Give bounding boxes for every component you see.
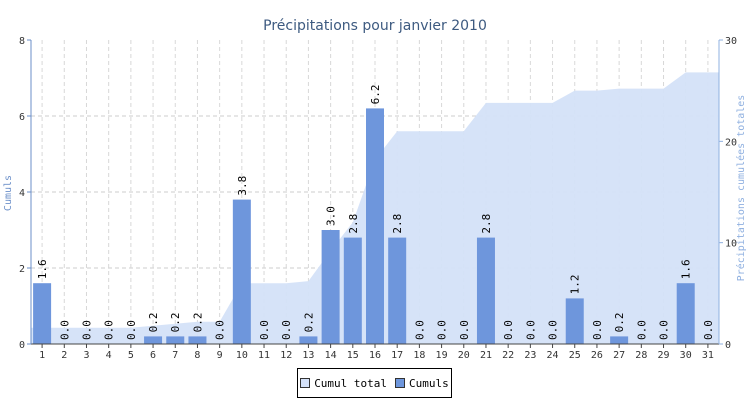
bar-day-21 xyxy=(476,237,495,344)
y-tick-label-2: 2 xyxy=(19,264,25,275)
data-label-day-14: 3.0 xyxy=(325,206,338,226)
y2-tick-label-20: 20 xyxy=(725,137,737,148)
x-tick-label-8: 8 xyxy=(194,350,200,361)
x-tick-label-22: 22 xyxy=(502,350,514,361)
x-tick-label-9: 9 xyxy=(217,350,223,361)
data-label-day-3: 0.0 xyxy=(80,320,93,340)
x-tick-label-23: 23 xyxy=(524,350,536,361)
data-labels-layer: 1.6 0.0 0.0 0.0 0.0 0.2 0.2 0.2 0.0 3.8 0.0 0.0 0.2 3… xyxy=(36,85,715,340)
data-label-day-12: 0.0 xyxy=(280,320,293,340)
bar-day-13 xyxy=(299,336,318,344)
data-label-day-29: 0.0 xyxy=(658,320,671,340)
bar-day-27 xyxy=(610,336,629,344)
x-tick-label-16: 16 xyxy=(369,350,381,361)
y-tick-label-0: 0 xyxy=(19,340,25,351)
data-label-day-17: 2.8 xyxy=(391,214,404,234)
data-label-day-27: 0.2 xyxy=(613,313,626,333)
bar-day-15 xyxy=(343,237,362,344)
data-label-day-1: 1.6 xyxy=(36,259,49,279)
data-label-day-18: 0.0 xyxy=(413,320,426,340)
x-tick-label-3: 3 xyxy=(83,350,89,361)
data-label-day-25: 1.2 xyxy=(569,275,582,295)
data-label-day-23: 0.0 xyxy=(524,320,537,340)
x-tick-label-24: 24 xyxy=(547,350,559,361)
x-tick-label-30: 30 xyxy=(680,350,692,361)
bar-day-7 xyxy=(166,336,185,344)
y2-tick-label-10: 10 xyxy=(725,239,737,250)
x-tick-label-10: 10 xyxy=(236,350,248,361)
y-tick-label-8: 8 xyxy=(19,36,25,47)
x-tick-label-21: 21 xyxy=(480,350,492,361)
data-label-day-10: 3.8 xyxy=(236,176,249,196)
legend-swatch-cumuls xyxy=(395,378,406,388)
x-tick-label-26: 26 xyxy=(591,350,603,361)
data-label-day-20: 0.0 xyxy=(458,320,471,340)
bar-day-25 xyxy=(565,298,584,344)
data-label-day-11: 0.0 xyxy=(258,320,271,340)
x-tick-label-17: 17 xyxy=(391,350,403,361)
data-label-day-6: 0.2 xyxy=(147,313,160,333)
legend-swatch-cumul-total xyxy=(300,378,311,388)
data-label-day-28: 0.0 xyxy=(635,320,648,340)
axes: 1 2 3 4 5 6 7 8 9 10 11 12 13 14 15 16 17 18 19 20 21 22 23 24 2… xyxy=(19,36,737,361)
legend-item-cumuls: Cumuls xyxy=(395,377,449,390)
legend-label-cumul-total: Cumul total xyxy=(314,376,388,390)
x-tick-label-12: 12 xyxy=(280,350,292,361)
x-tick-label-28: 28 xyxy=(635,350,647,361)
bar-day-17 xyxy=(388,237,407,344)
data-label-day-13: 0.2 xyxy=(302,313,315,333)
x-tick-label-13: 13 xyxy=(302,350,314,361)
bar-day-16 xyxy=(366,108,384,345)
data-label-day-9: 0.0 xyxy=(214,320,227,340)
x-tick-label-15: 15 xyxy=(347,350,359,361)
y-tick-label-4: 4 xyxy=(19,188,25,199)
bar-day-30 xyxy=(676,283,695,344)
data-label-day-21: 2.8 xyxy=(480,214,493,234)
x-tick-label-11: 11 xyxy=(258,350,270,361)
x-tick-label-7: 7 xyxy=(172,350,178,361)
data-label-day-2: 0.0 xyxy=(58,320,71,340)
bar-day-14 xyxy=(321,230,340,344)
x-tick-label-25: 25 xyxy=(569,350,581,361)
y2-tick-label-30: 30 xyxy=(725,36,737,47)
x-tick-label-20: 20 xyxy=(458,350,470,361)
x-tick-label-29: 29 xyxy=(657,350,669,361)
x-tick-label-27: 27 xyxy=(613,350,625,361)
bar-day-8 xyxy=(188,336,207,344)
bar-day-1 xyxy=(33,283,52,344)
legend: Cumul total Cumuls xyxy=(297,368,452,398)
y-tick-label-6: 6 xyxy=(19,112,25,123)
data-label-day-31: 0.0 xyxy=(702,320,715,340)
x-tick-label-5: 5 xyxy=(128,350,134,361)
x-tick-label-4: 4 xyxy=(106,350,112,361)
data-label-day-15: 2.8 xyxy=(347,214,360,234)
x-tick-label-19: 19 xyxy=(436,350,448,361)
data-label-day-24: 0.0 xyxy=(547,320,560,340)
x-tick-label-18: 18 xyxy=(413,350,425,361)
legend-label-cumuls: Cumuls xyxy=(409,376,449,390)
data-label-day-8: 0.2 xyxy=(191,313,204,333)
y2-tick-label-0: 0 xyxy=(725,340,731,351)
data-label-day-5: 0.0 xyxy=(125,320,138,340)
bar-day-6 xyxy=(144,336,163,344)
y2-axis-label: Précipitations cumulées totales xyxy=(735,95,747,282)
x-tick-label-6: 6 xyxy=(150,350,156,361)
data-label-day-16: 6.2 xyxy=(369,85,382,105)
data-label-day-26: 0.0 xyxy=(591,320,604,340)
data-label-day-7: 0.2 xyxy=(169,313,182,333)
legend-item-cumul-total: Cumul total xyxy=(300,377,387,390)
x-tick-label-31: 31 xyxy=(702,350,714,361)
data-label-day-19: 0.0 xyxy=(436,320,449,340)
bars-layer xyxy=(33,108,695,345)
x-tick-label-14: 14 xyxy=(325,350,337,361)
data-label-day-30: 1.6 xyxy=(680,259,693,279)
data-label-day-22: 0.0 xyxy=(502,320,515,340)
x-tick-label-1: 1 xyxy=(39,350,45,361)
data-label-day-4: 0.0 xyxy=(103,320,116,340)
y-axis-label: Cumuls xyxy=(3,175,14,211)
x-tick-label-2: 2 xyxy=(61,350,67,361)
bar-day-10 xyxy=(232,199,251,344)
chart-title: Précipitations pour janvier 2010 xyxy=(263,18,487,34)
